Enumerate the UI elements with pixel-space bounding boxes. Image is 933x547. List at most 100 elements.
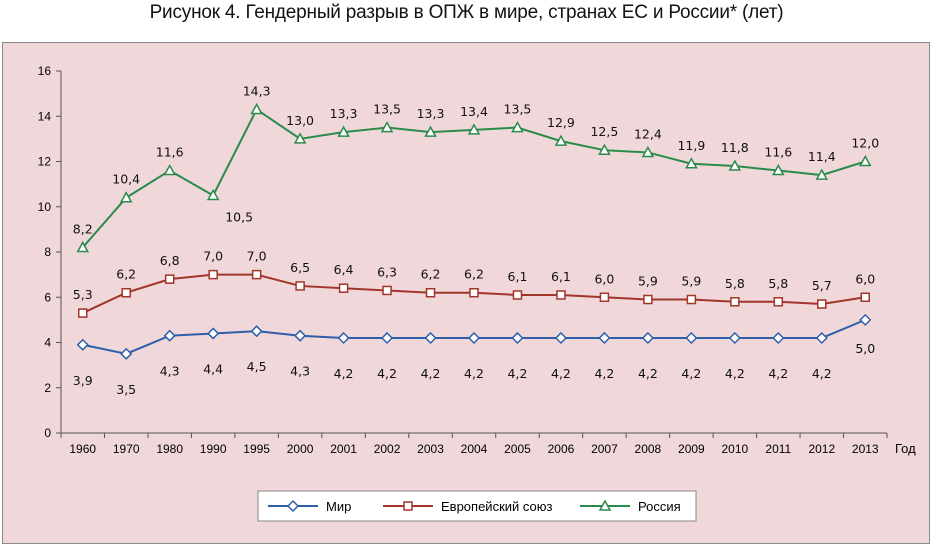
x-tick-label: 2007 [591, 442, 618, 456]
data-label: 12,9 [547, 115, 575, 130]
data-label: 4,2 [464, 366, 484, 381]
data-point-marker [858, 154, 872, 167]
data-point-marker [424, 125, 437, 137]
y-tick-label: 10 [38, 200, 52, 214]
data-point-marker [469, 287, 479, 298]
data-label: 4,2 [812, 366, 832, 381]
data-label: 3,5 [116, 382, 136, 397]
data-point-marker [860, 292, 871, 302]
data-point-marker [817, 299, 827, 309]
data-label: 11,6 [156, 145, 184, 160]
data-point-marker [511, 121, 524, 133]
data-label: 12,5 [590, 124, 618, 139]
data-point-marker [251, 269, 262, 280]
data-point-marker [772, 164, 785, 176]
data-label: 8,2 [73, 221, 93, 236]
legend-label: Европейский союз [441, 499, 553, 514]
data-label: 11,6 [764, 145, 792, 160]
data-point-marker [599, 292, 610, 302]
data-point-marker [76, 240, 90, 253]
x-tick-label: 1970 [113, 442, 140, 456]
y-tick-label: 0 [44, 426, 51, 440]
data-label: 7,0 [247, 249, 267, 264]
data-point-marker [643, 294, 653, 305]
data-point-marker [686, 294, 697, 305]
data-point-marker [641, 331, 654, 345]
data-label: 13,5 [373, 102, 401, 117]
data-point-marker [815, 168, 829, 180]
data-point-marker [598, 331, 611, 345]
data-label: 4,2 [421, 366, 441, 381]
data-point-marker [77, 308, 88, 318]
x-tick-label: 2012 [808, 442, 835, 456]
line-chart: 0 2 4 6 8 10 12 14 16 1960 1970 1980 1990 1995 2000 200… [38, 64, 916, 522]
data-label: 5,9 [681, 274, 701, 289]
data-point-marker [76, 338, 89, 351]
x-tick-label: 2002 [374, 442, 401, 456]
data-point-marker [382, 285, 392, 296]
data-point-marker [598, 143, 611, 155]
data-label: 13,3 [417, 106, 445, 121]
data-label: 5,8 [768, 276, 788, 291]
data-point-marker [554, 134, 568, 146]
data-point-marker [815, 331, 828, 345]
data-point-marker [380, 331, 394, 345]
data-point-marker [773, 297, 784, 307]
data-point-marker [380, 121, 394, 133]
data-point-marker [206, 188, 220, 201]
data-label: 14,3 [243, 83, 271, 98]
x-tick-label: 2003 [417, 442, 444, 456]
x-tick-label: 2008 [635, 442, 662, 456]
data-label: 6,2 [116, 267, 136, 282]
x-tick-label: 2006 [548, 442, 575, 456]
data-point-marker [467, 123, 481, 135]
data-point-marker [859, 313, 872, 326]
data-point-marker [293, 132, 307, 144]
data-point-marker [338, 283, 349, 293]
y-tick-label: 16 [38, 64, 52, 78]
data-label: 4,2 [551, 366, 571, 381]
data-label: 6,4 [334, 262, 354, 277]
data-point-marker [730, 297, 740, 307]
data-point-marker [119, 191, 133, 203]
data-label: 13,0 [286, 113, 314, 128]
data-label: 4,2 [508, 366, 528, 381]
data-point-marker [250, 325, 263, 338]
y-tick-label: 6 [44, 290, 51, 304]
series-2 [77, 269, 871, 318]
data-label: 4,4 [203, 361, 223, 376]
data-label: 4,2 [725, 366, 745, 381]
data-point-marker [641, 145, 655, 158]
legend: Мир Европейский союз Россия [257, 490, 697, 522]
chart-panel: 0 2 4 6 8 10 12 14 16 1960 1970 1980 1990 1995 2000 200… [2, 42, 930, 544]
data-label: 7,0 [203, 249, 223, 264]
y-tick-label: 8 [44, 245, 51, 259]
series-group [76, 102, 872, 360]
data-point-marker [163, 329, 176, 342]
data-label: 6,2 [421, 267, 441, 282]
tick-labels: 0 2 4 6 8 10 12 14 16 1960 1970 1980 1990 1995 2000 200… [38, 64, 916, 456]
data-point-marker [425, 287, 436, 298]
y-tick-label: 12 [38, 155, 52, 169]
data-label: 12,4 [634, 126, 662, 141]
data-point-marker [554, 331, 568, 345]
x-tick-label: 1980 [156, 442, 183, 456]
data-label: 13,4 [460, 104, 488, 119]
data-point-marker [403, 501, 413, 511]
data-label: 4,2 [334, 366, 354, 381]
series-3 [76, 102, 872, 253]
data-point-marker [556, 290, 566, 300]
data-point-marker [337, 125, 350, 137]
x-tick-label: 2009 [678, 442, 705, 456]
data-label: 6,5 [290, 260, 310, 275]
data-label: 4,2 [377, 366, 397, 381]
data-point-marker [467, 331, 481, 345]
legend-label: Россия [638, 499, 681, 514]
data-label: 6,1 [508, 269, 528, 284]
axes [56, 70, 888, 438]
data-label: 5,3 [73, 287, 93, 302]
data-point-marker [294, 329, 307, 342]
x-tick-label: 2005 [504, 442, 531, 456]
data-point-marker [772, 331, 785, 345]
data-label: 6,8 [160, 253, 180, 268]
